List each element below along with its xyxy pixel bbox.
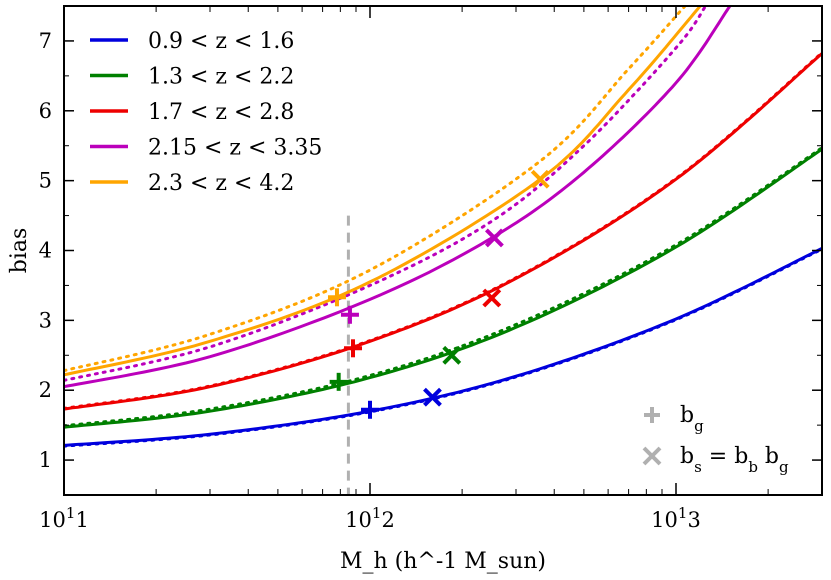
marker-legend: bg bs = bb bg xyxy=(642,403,789,476)
marker-legend-label-0: bg xyxy=(680,403,704,435)
legend-label-1: 1.3 < z < 2.2 xyxy=(148,65,294,90)
legend-label-0: 0.9 < z < 1.6 xyxy=(148,29,294,54)
y-tick-label: 7 xyxy=(39,29,52,53)
y-tick-label: 4 xyxy=(39,239,52,263)
bg-plus-marker-3 xyxy=(340,305,359,324)
plot-area xyxy=(64,6,822,495)
y-tick-label: 1 xyxy=(39,448,52,472)
bg-plus-marker-4 xyxy=(327,288,346,307)
series-dotted-line-1 xyxy=(64,146,822,428)
y-tick-label: 6 xyxy=(39,99,52,123)
legend-label-3: 2.15 < z < 3.35 xyxy=(148,136,322,161)
series-legend: 0.9 < z < 1.6 1.3 < z < 2.2 1.7 < z < 2.8 2… xyxy=(90,29,322,196)
series-solid-line-2 xyxy=(64,52,822,411)
legend-label-4: 2.3 < z < 4.2 xyxy=(148,171,294,196)
bg-plus-marker-0 xyxy=(361,400,380,419)
series-solid-line-0 xyxy=(64,247,822,447)
x-axis-label: M_h (h^-1 M_sun) xyxy=(340,549,546,574)
series-solid-line-4 xyxy=(64,6,702,377)
bs-cross-marker-0 xyxy=(423,387,442,407)
bs-cross-marker-1 xyxy=(442,345,462,365)
y-tick-label: 3 xyxy=(39,308,52,332)
legend-label-2: 1.7 < z < 2.8 xyxy=(148,100,294,125)
y-tick-label: 2 xyxy=(39,378,52,402)
axes: 1 2 3 4 5 6 7 1011 1012 1013 bias M_h (h^-1 M_sun) xyxy=(7,5,823,574)
x-tick-label: 1011 xyxy=(39,504,89,532)
bg-plus-marker-2 xyxy=(344,339,363,358)
series-solid-line-1 xyxy=(64,147,822,429)
x-tick-label: 1013 xyxy=(651,504,701,532)
bs-cross-marker-4 xyxy=(530,169,550,189)
bs-cross-marker-2 xyxy=(482,288,502,308)
y-axis-label: bias xyxy=(7,228,32,274)
legend-cross-marker xyxy=(642,446,662,466)
legend-plus-marker xyxy=(644,407,660,423)
x-tick-label: 1012 xyxy=(345,504,395,532)
bg-plus-marker-1 xyxy=(329,372,348,391)
marker-legend-label-1: bs = bb bg xyxy=(680,444,789,476)
series-dotted-line-4 xyxy=(64,6,687,373)
y-tick-label: 5 xyxy=(39,169,52,193)
series-dotted-line-3 xyxy=(64,6,708,382)
bs-cross-marker-3 xyxy=(484,228,504,248)
